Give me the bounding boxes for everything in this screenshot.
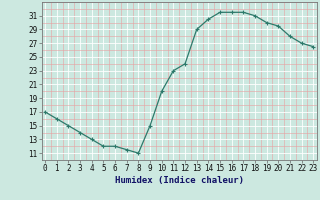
X-axis label: Humidex (Indice chaleur): Humidex (Indice chaleur) xyxy=(115,176,244,185)
